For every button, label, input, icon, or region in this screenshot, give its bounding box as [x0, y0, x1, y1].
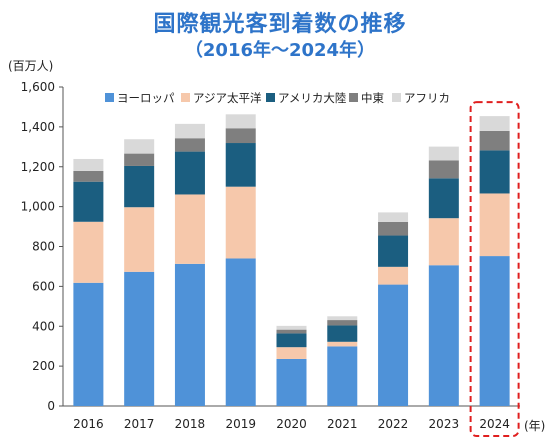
- bar-segment-2024: [479, 150, 510, 194]
- bar-segment-2022: [378, 266, 409, 285]
- bar-segment-2019: [225, 186, 256, 259]
- x-tick-label: 2019: [225, 417, 256, 431]
- bar-segment-2022: [378, 235, 409, 267]
- legend-swatch: [349, 93, 358, 102]
- bar-segment-2023: [428, 160, 459, 179]
- bar-segment-2021: [327, 320, 358, 326]
- bar-segment-2020: [276, 329, 307, 334]
- bar-segment-2016: [73, 170, 104, 182]
- y-axis-unit-label: (百万人): [8, 59, 53, 73]
- legend-swatch: [392, 93, 401, 102]
- bar-segment-2017: [124, 165, 155, 208]
- bar-segment-2018: [174, 194, 205, 264]
- y-tick-label: 0: [47, 399, 55, 413]
- bar-segment-2018: [174, 263, 205, 406]
- x-axis-unit-label: (年): [524, 419, 545, 433]
- x-tick-label: 2022: [378, 417, 409, 431]
- bar-segment-2023: [428, 218, 459, 266]
- bar-segment-2018: [174, 138, 205, 152]
- bar-segment-2020: [276, 325, 307, 330]
- bar-segment-2024: [479, 256, 510, 406]
- x-tick-label: 2024: [479, 417, 510, 431]
- bar-segment-2019: [225, 114, 256, 129]
- bar-segment-2018: [174, 151, 205, 195]
- bar-segment-2024: [479, 130, 510, 151]
- bar-segment-2019: [225, 258, 256, 406]
- bar-segment-2021: [327, 341, 358, 347]
- bar-segment-2022: [378, 284, 409, 406]
- x-tick-label: 2018: [175, 417, 206, 431]
- bar-segment-2017: [124, 271, 155, 406]
- chart-title: 国際観光客到着数の推移: [153, 12, 407, 37]
- bar-segment-2016: [73, 282, 104, 406]
- x-tick-label: 2023: [429, 417, 460, 431]
- x-tick-label: 2020: [276, 417, 307, 431]
- y-tick-label: 600: [32, 279, 55, 293]
- bar-segment-2021: [327, 346, 358, 406]
- legend-label: アジア太平洋: [193, 91, 262, 105]
- legend-label: アメリカ大陸: [278, 91, 347, 105]
- y-tick-label: 400: [32, 319, 55, 333]
- y-tick-label: 1,600: [21, 80, 55, 94]
- bar-segment-2020: [276, 358, 307, 406]
- bar-segment-2020: [276, 347, 307, 359]
- bar-segment-2016: [73, 181, 104, 222]
- x-tick-label: 2016: [73, 417, 104, 431]
- bar-segment-2018: [174, 123, 205, 139]
- legend-swatch: [181, 93, 190, 102]
- bar-segment-2024: [479, 116, 510, 131]
- bar-segment-2023: [428, 146, 459, 161]
- bar-segment-2016: [73, 221, 104, 283]
- bar-segment-2024: [479, 193, 510, 257]
- bar-segment-2022: [378, 212, 409, 222]
- y-tick-label: 200: [32, 359, 55, 373]
- y-tick-label: 1,400: [21, 120, 55, 134]
- legend-label: ヨーロッパ: [117, 91, 175, 105]
- y-tick-label: 800: [32, 240, 55, 254]
- chart-subtitle: （2016年～2024年）: [184, 40, 376, 61]
- x-tick-label: 2017: [124, 417, 155, 431]
- bar-segment-2017: [124, 207, 155, 272]
- legend-label: 中東: [361, 91, 384, 105]
- bar-segment-2023: [428, 178, 459, 219]
- bar-segment-2017: [124, 139, 155, 154]
- bar-segment-2021: [327, 325, 358, 342]
- legend-label: アフリカ: [404, 91, 450, 105]
- bar-segment-2022: [378, 221, 409, 236]
- bar-segment-2017: [124, 153, 155, 166]
- legend-swatch: [266, 93, 275, 102]
- legend-swatch: [105, 93, 114, 102]
- x-tick-label: 2021: [327, 417, 358, 431]
- y-tick-label: 1,200: [21, 160, 55, 174]
- bar-segment-2021: [327, 316, 358, 321]
- bar-segment-2020: [276, 333, 307, 348]
- bar-segment-2023: [428, 265, 459, 406]
- bar-segment-2019: [225, 128, 256, 144]
- bar-segment-2019: [225, 143, 256, 187]
- bar-segment-2016: [73, 158, 104, 171]
- y-tick-label: 1,000: [21, 200, 55, 214]
- highlight-2024-box: [469, 101, 520, 437]
